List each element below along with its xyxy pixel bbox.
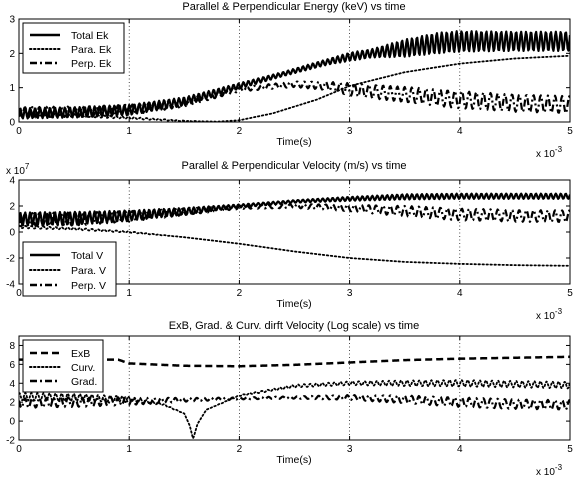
velocity-series-total-v xyxy=(19,192,570,227)
energy-y-tick-label: 3 xyxy=(9,15,15,26)
energy-x-tick-label: 2 xyxy=(237,126,243,137)
drift-series-group xyxy=(19,355,570,440)
velocity-x-tick-label: 2 xyxy=(237,288,243,299)
drift-legend-label-curv: Curv. xyxy=(71,362,95,374)
drift-y-tick-label: 6 xyxy=(9,360,15,371)
velocity-x-tick-label: 1 xyxy=(126,288,132,299)
energy-series-total-ek xyxy=(19,30,570,120)
energy-x-tick-label: 3 xyxy=(347,126,353,137)
energy-legend-box xyxy=(22,22,125,74)
velocity-series-group xyxy=(19,192,570,267)
velocity-legend-label-total-v: Total V xyxy=(71,250,103,262)
velocity-series-para-v xyxy=(19,224,570,267)
velocity-x-tick-label: 0 xyxy=(16,288,22,299)
energy-series-group xyxy=(19,30,570,122)
velocity-plot-clip-group xyxy=(19,192,570,267)
drift-x-tick-label: 5 xyxy=(567,444,573,455)
velocity-x-exponent-power: -3 xyxy=(555,307,563,316)
drift-x-tick-label: 0 xyxy=(16,444,22,455)
velocity-x-tick-label: 4 xyxy=(457,288,463,299)
velocity-x-tick-label: 3 xyxy=(347,288,353,299)
energy-x-tick-label: 5 xyxy=(567,126,573,137)
drift-series-exb xyxy=(19,355,570,368)
velocity-chart-title: Parallel & Perpendicular Velocity (m/s) … xyxy=(182,160,407,172)
drift-x-axis-label: Time(s) xyxy=(276,454,311,466)
velocity-y-exponent: x 107 xyxy=(6,162,30,177)
energy-x-tick-label: 0 xyxy=(16,126,22,137)
drift-x-tick-label: 3 xyxy=(347,444,353,455)
velocity-x-tick-label: 5 xyxy=(567,288,573,299)
velocity-y-tick-label: 4 xyxy=(9,176,15,187)
drift-legend: ExB Curv. Grad. xyxy=(22,339,104,393)
drift-x-tick-label: 1 xyxy=(126,444,132,455)
energy-panel: Parallel & Perpendicular Energy (keV) vs… xyxy=(9,1,573,160)
velocity-y-exponent-power: 7 xyxy=(25,162,30,171)
energy-x-exponent-base: x 10 xyxy=(536,149,555,160)
energy-series-para-ek xyxy=(19,54,570,122)
velocity-y-tick-label: 0 xyxy=(9,228,15,239)
drift-x-exponent-power: -3 xyxy=(555,463,563,472)
energy-x-exponent-power: -3 xyxy=(555,145,563,154)
drift-x-tick-label: 4 xyxy=(457,444,463,455)
energy-y-tick-label: 1 xyxy=(9,83,15,94)
energy-y-tick-label: 2 xyxy=(9,49,15,60)
drift-x-exponent-base: x 10 xyxy=(536,467,555,478)
drift-plot-clip-group xyxy=(19,355,570,440)
velocity-x-exponent-base: x 10 xyxy=(536,311,555,322)
drift-legend-label-grad: Grad. xyxy=(71,376,97,388)
drift-y-tick-label: 4 xyxy=(9,379,15,390)
energy-ticks: 0 1 2 3 4 5 0 1 2 3 xyxy=(9,15,573,138)
drift-legend-label-exb: ExB xyxy=(71,348,90,360)
energy-plot-area xyxy=(18,18,571,123)
energy-legend-label-perp-ek: Perp. Ek xyxy=(71,58,112,70)
drift-y-tick-label: -2 xyxy=(6,436,15,447)
energy-plot-clip-group xyxy=(19,30,570,122)
energy-x-tick-label: 1 xyxy=(126,126,132,137)
drift-series-grad xyxy=(19,394,570,411)
velocity-panel: Parallel & Perpendicular Velocity (m/s) … xyxy=(6,160,573,322)
energy-legend-label-total-ek: Total Ek xyxy=(71,30,109,42)
velocity-x-axis-label: Time(s) xyxy=(276,298,311,310)
energy-chart-title: Parallel & Perpendicular Energy (keV) vs… xyxy=(182,1,405,13)
velocity-legend-label-para-v: Para. V xyxy=(71,265,106,277)
energy-legend-label-para-ek: Para. Ek xyxy=(71,44,112,56)
energy-x-axis-label: Time(s) xyxy=(276,136,311,148)
velocity-x-exponent: x 10-3 xyxy=(536,307,563,322)
drift-y-tick-label: 8 xyxy=(9,341,15,352)
velocity-y-tick-label: -2 xyxy=(6,254,15,265)
drift-chart-title: ExB, Grad. & Curv. dirft Velocity (Log s… xyxy=(169,320,419,332)
velocity-legend: Total V Para. V Perp. V xyxy=(22,241,117,297)
energy-series-perp-ek xyxy=(19,80,570,119)
drift-y-tick-label: 2 xyxy=(9,398,15,409)
velocity-legend-label-perp-v: Perp. V xyxy=(71,280,106,292)
energy-legend: Total Ek Para. Ek Perp. Ek xyxy=(22,22,125,74)
drift-panel: ExB, Grad. & Curv. dirft Velocity (Log s… xyxy=(6,320,573,478)
velocity-y-exponent-base: x 10 xyxy=(6,166,25,177)
velocity-y-tick-label: 2 xyxy=(9,202,15,213)
velocity-legend-box xyxy=(22,241,117,297)
energy-x-tick-label: 4 xyxy=(457,126,463,137)
drift-y-tick-label: 0 xyxy=(9,417,15,428)
drift-x-tick-label: 2 xyxy=(237,444,243,455)
drift-x-exponent: x 10-3 xyxy=(536,463,563,478)
velocity-y-tick-label: -4 xyxy=(6,280,15,291)
drift-plot-area xyxy=(18,335,571,441)
drift-legend-box xyxy=(22,339,104,393)
velocity-ticks: 0 1 2 3 4 5 -4 -2 0 2 4 xyxy=(6,176,573,300)
energy-x-exponent: x 10-3 xyxy=(536,145,563,160)
energy-y-tick-label: 0 xyxy=(9,118,15,129)
